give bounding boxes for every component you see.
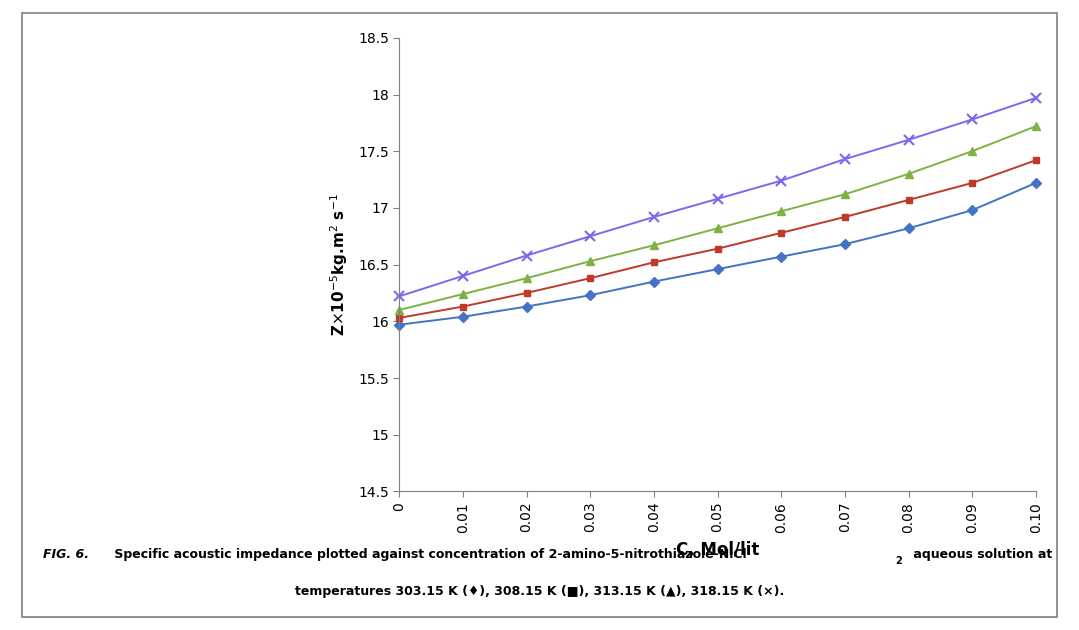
Text: Specific acoustic impedance plotted against concentration of 2-amino-5-nitrothia: Specific acoustic impedance plotted agai… — [110, 547, 747, 561]
Y-axis label: Z$\times$10$^{-5}$kg.m$^{2}$ s$^{-1}$: Z$\times$10$^{-5}$kg.m$^{2}$ s$^{-1}$ — [328, 193, 350, 336]
Text: 2: 2 — [896, 556, 902, 566]
Text: FIG. 6.: FIG. 6. — [43, 547, 90, 561]
Text: aqueous solution at: aqueous solution at — [909, 547, 1052, 561]
X-axis label: C, Mol/lit: C, Mol/lit — [675, 541, 760, 559]
Text: temperatures 303.15 K (♦), 308.15 K (■), 313.15 K (▲), 318.15 K (×).: temperatures 303.15 K (♦), 308.15 K (■),… — [295, 585, 784, 598]
